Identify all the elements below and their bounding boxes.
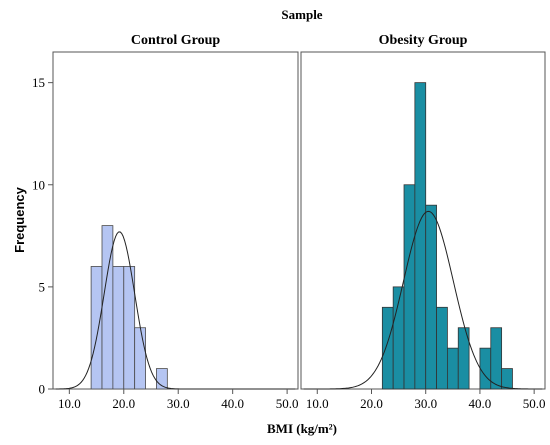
histogram-bar: [479, 347, 492, 390]
y-axis-label: Frequency: [12, 186, 27, 253]
histogram-bar: [501, 368, 513, 390]
x-axis-label: BMI (kg/m²): [267, 421, 337, 436]
panel-title: Control Group: [131, 33, 221, 48]
histogram-bar: [446, 347, 459, 390]
x-tick-label: 20.0: [112, 396, 135, 411]
panel-frame: [52, 51, 299, 390]
panel-obesity: Obesity Group 10.0 20.0 30.0 40.0 50.0: [300, 33, 546, 411]
histogram-bar: [436, 306, 448, 390]
normal-curve: [55, 231, 296, 390]
histogram-bar: [425, 204, 437, 390]
histogram-bar: [403, 184, 416, 390]
panel-title: Obesity Group: [379, 33, 468, 48]
panel-control: Control Group 10.0 20.0 30.0 40.0 50.0 0 5 10 15: [32, 33, 299, 411]
x-tick-label: 10.0: [58, 396, 81, 411]
histogram-bar: [457, 327, 470, 390]
normal-curve: [303, 210, 543, 390]
histogram-bar: [101, 225, 114, 390]
x-tick-label: 40.0: [221, 396, 244, 411]
x-tick-label: 40.0: [469, 396, 492, 411]
histogram-bar: [112, 266, 125, 390]
histogram-bar: [490, 327, 503, 390]
x-tick-label: 10.0: [306, 396, 329, 411]
x-tick-label: 20.0: [360, 396, 383, 411]
histogram-bar: [156, 368, 168, 390]
x-tick-label: 50.0: [276, 396, 299, 411]
y-tick-label: 10: [32, 177, 45, 192]
y-tick-label: 0: [39, 382, 46, 397]
chart-title: Sample: [281, 7, 322, 22]
histogram-bar: [134, 327, 146, 390]
panels: Control Group 10.0 20.0 30.0 40.0 50.0 0 5 10 15 O…: [32, 33, 546, 411]
x-tick-label: 30.0: [167, 396, 190, 411]
x-tick-label: 50.0: [523, 396, 546, 411]
histogram-bar: [90, 266, 103, 390]
x-tick-label: 30.0: [414, 396, 437, 411]
histogram-bar: [381, 306, 394, 390]
y-tick-label: 5: [39, 279, 46, 294]
histogram-bar: [414, 82, 427, 390]
y-tick-label: 15: [32, 75, 45, 90]
